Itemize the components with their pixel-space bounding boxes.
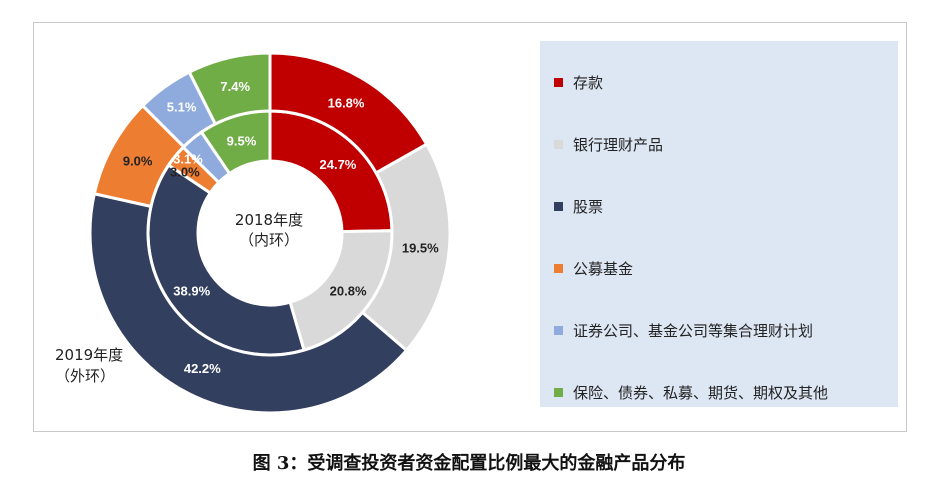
inner-ring-data-label-2: 38.9% [173, 283, 210, 298]
legend: 存款 银行理财产品 股票 公募基金 证券公司、基金公司等集合理财计划 保险、债券… [540, 41, 898, 407]
figure-caption: 图 3：受调查投资者资金配置比例最大的金融产品分布 [252, 453, 686, 474]
legend-label: 银行理财产品 [573, 135, 664, 154]
inner-ring-data-label-4: 3.1% [173, 151, 203, 166]
legend-label: 证券公司、基金公司等集合理财计划 [573, 321, 814, 340]
legend-item-public-funds: 公募基金 [554, 256, 633, 280]
legend-item-stocks: 股票 [554, 194, 603, 218]
legend-label: 公募基金 [573, 259, 634, 278]
legend-swatch [554, 263, 563, 273]
outer-ring-data-label-4: 5.1% [167, 100, 197, 115]
legend-item-bank-wealth-products: 银行理财产品 [554, 132, 663, 156]
outer-ring-data-label-3: 9.0% [123, 153, 153, 168]
outer-ring-slice-5 [187, 51, 272, 126]
inner-ring-label: 2018年度 （内环） [214, 210, 324, 250]
nested-donut-chart: 24.7% 20.8% 38.9% 3.0%3.1% 9.5% 16.8% 19.5% 42.… [88, 51, 452, 415]
outer-ring-data-label-5: 7.4% [220, 79, 250, 94]
outer-ring-slice-2 [88, 191, 409, 415]
legend-item-collective-plans: 证券公司、基金公司等集合理财计划 [554, 318, 813, 342]
inner-ring-data-label-5: 9.5% [227, 133, 257, 148]
inner-ring-data-label-3: 3.0% [170, 165, 200, 180]
outer-ring-label: 2019年度 （外环） [55, 345, 123, 387]
outer-ring-data-label-0: 16.8% [328, 96, 365, 111]
inner-ring-label-note: （内环） [238, 231, 299, 249]
outer-ring-data-label-1: 19.5% [402, 241, 439, 256]
inner-ring-label-year: 2018年度 [234, 211, 304, 229]
legend-label: 股票 [573, 197, 604, 216]
legend-item-insurance-and-others: 保险、债券、私募、期货、期权及其他 [554, 380, 828, 404]
outer-ring-label-note: （外环） [55, 367, 116, 385]
chart-frame: 24.7% 20.8% 38.9% 3.0% 3.1% 9.5% 16.8% 19.5% 42.… [33, 22, 907, 432]
legend-label: 存款 [573, 73, 604, 92]
outer-ring-data-label-2: 42.2% [184, 361, 221, 376]
legend-item-deposits: 存款 [554, 70, 603, 94]
legend-swatch [554, 77, 563, 87]
inner-ring-data-label-0: 24.7% [320, 157, 357, 172]
legend-swatch [554, 201, 563, 211]
legend-swatch [554, 139, 563, 149]
legend-swatch [554, 387, 563, 397]
legend-swatch [554, 325, 563, 335]
outer-ring-label-year: 2019年度 [55, 346, 124, 364]
inner-ring-data-label-1: 20.8% [330, 284, 367, 299]
legend-label: 保险、债券、私募、期货、期权及其他 [573, 383, 829, 402]
